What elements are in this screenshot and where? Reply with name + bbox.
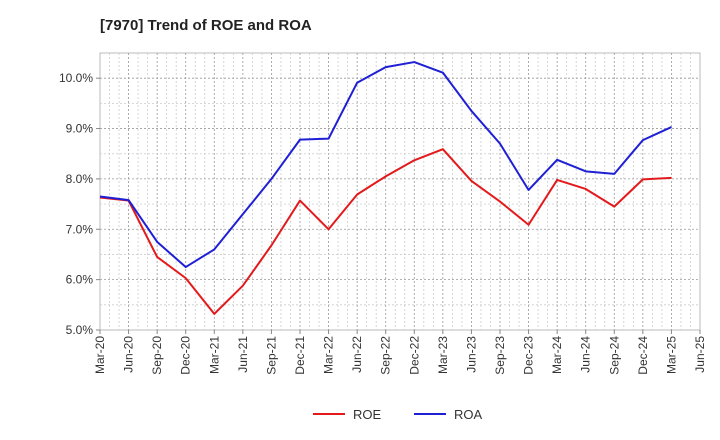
legend-label-roe: ROE: [353, 407, 382, 422]
x-tick-label: Mar-22: [322, 336, 336, 374]
x-tick-label: Mar-24: [550, 336, 564, 374]
series-lines: [99, 61, 672, 315]
x-tick-label: Sep-20: [150, 336, 164, 375]
x-tick-label: Dec-22: [407, 336, 421, 375]
x-tick-label: Mar-25: [664, 336, 678, 374]
x-tick-label: Dec-24: [636, 336, 650, 375]
y-tick-label: 10.0%: [59, 71, 93, 85]
legend: ROE ROA: [313, 407, 483, 422]
x-tick-label: Jun-22: [350, 336, 364, 373]
chart-title: [7970] Trend of ROE and ROA: [100, 17, 312, 34]
series-line-roe: [99, 148, 672, 315]
legend-label-roa: ROA: [454, 407, 483, 422]
x-tick-label: Sep-23: [493, 336, 507, 375]
x-tick-label: Sep-22: [379, 336, 393, 375]
y-tick-label: 6.0%: [66, 273, 94, 287]
x-tick-label: Mar-21: [207, 336, 221, 374]
x-tick-label: Sep-24: [607, 336, 621, 375]
x-tick-label: Dec-23: [522, 336, 536, 375]
x-tick-label: Dec-20: [179, 336, 193, 375]
x-tick-label: Jun-24: [579, 336, 593, 373]
y-axis-ticks: 5.0% 6.0% 7.0% 8.0% 9.0% 10.0%: [59, 71, 100, 337]
y-tick-label: 7.0%: [66, 222, 94, 236]
y-tick-label: 5.0%: [66, 323, 94, 337]
x-tick-label: Sep-21: [264, 336, 278, 375]
x-tick-label: Jun-21: [236, 336, 250, 373]
x-axis-ticks: Mar-20 Jun-20 Sep-20 Dec-20 Mar-21 Jun-21 Sep-…: [93, 330, 707, 375]
series-line-roa: [99, 61, 672, 269]
x-tick-label: Jun-25: [693, 336, 707, 373]
y-tick-label: 9.0%: [66, 122, 94, 136]
x-tick-label: Mar-23: [436, 336, 450, 374]
y-tick-label: 8.0%: [66, 172, 94, 186]
x-tick-label: Dec-21: [293, 336, 307, 375]
y-gridlines: [100, 77, 700, 306]
x-tick-label: Mar-20: [93, 336, 107, 374]
plot-area: [99, 52, 701, 331]
x-tick-label: Jun-23: [464, 336, 478, 373]
x-tick-label: Jun-20: [122, 336, 136, 373]
